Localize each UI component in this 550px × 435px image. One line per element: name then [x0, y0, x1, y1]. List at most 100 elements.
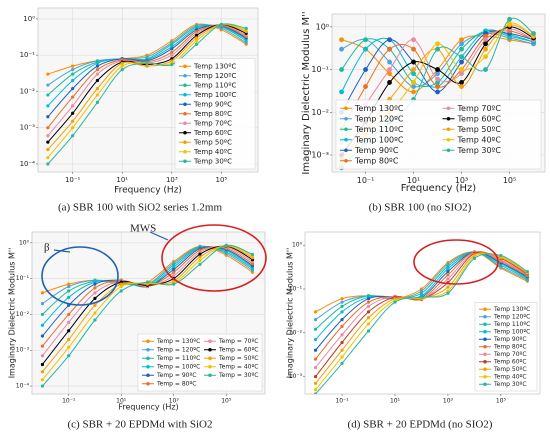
x-tick-label: 10¹ — [116, 398, 127, 405]
marker — [95, 61, 100, 65]
marker — [411, 37, 416, 43]
y-tick-label: 10⁰ — [292, 242, 303, 249]
legend-label: Temp 30ºC — [457, 146, 502, 155]
marker — [46, 134, 50, 138]
legend-label: Temp 120ºC — [493, 313, 530, 320]
legend-label: Temp 120ºC — [354, 114, 404, 123]
marker — [93, 303, 97, 307]
marker — [472, 256, 477, 260]
legend-label: Temp 70ºC — [457, 104, 502, 113]
legend-label: Temp = 130ºC — [156, 338, 200, 345]
marker — [313, 337, 318, 342]
marker — [446, 277, 450, 281]
marker — [313, 366, 318, 370]
marker — [40, 323, 45, 327]
marker — [366, 322, 371, 326]
y-tick-label: 10⁰ — [23, 15, 35, 23]
legend-marker — [483, 374, 487, 379]
legend-label: Temp 60ºC — [193, 129, 232, 137]
legend-marker — [344, 148, 348, 153]
marker — [363, 84, 368, 89]
legend-marker — [208, 364, 212, 369]
marker — [46, 155, 50, 160]
marker — [459, 84, 464, 89]
legend-marker — [483, 329, 487, 334]
marker — [46, 83, 50, 87]
marker — [198, 258, 202, 263]
marker — [507, 16, 512, 22]
y-axis-label: Imaginary Dielectric Modulus M'' — [286, 248, 295, 379]
marker — [172, 267, 176, 272]
legend-marker — [483, 359, 487, 364]
legend-label: Temp 80ºC — [493, 343, 527, 350]
marker — [194, 39, 199, 43]
marker — [198, 252, 202, 256]
marker — [219, 22, 223, 27]
legend-label: Temp 110ºC — [354, 125, 404, 134]
marker — [71, 68, 75, 72]
marker — [313, 357, 318, 361]
marker — [67, 337, 71, 342]
y-tick-label: 10⁻¹ — [289, 285, 303, 292]
marker — [411, 89, 416, 95]
x-axis-label: Frequency (Hz) — [118, 403, 178, 412]
legend-label: Temp 130ºC — [193, 62, 237, 70]
legend-marker — [183, 92, 187, 97]
annotation-arrow — [53, 249, 71, 253]
legend-label: Temp = 50ºC — [218, 355, 258, 362]
marker — [483, 46, 488, 52]
y-tick-label: 10⁰ — [316, 22, 329, 31]
marker — [411, 84, 416, 89]
legend-label: Temp 60ºC — [493, 358, 527, 365]
marker — [411, 80, 416, 85]
marker — [120, 68, 124, 72]
legend-label: Temp 70ºC — [493, 351, 527, 358]
marker — [40, 384, 45, 388]
legend-label: Temp = 120ºC — [156, 346, 200, 353]
legend-marker — [446, 148, 451, 153]
marker — [459, 80, 464, 85]
marker — [46, 162, 50, 166]
marker — [93, 318, 97, 322]
marker — [95, 72, 100, 76]
marker — [313, 374, 318, 379]
marker — [313, 392, 318, 394]
x-tick-label: 10¹ — [116, 176, 128, 184]
legend-label: Temp 50ºC — [193, 138, 232, 146]
marker — [411, 67, 416, 72]
legend-label: Temp 130ºC — [354, 104, 404, 113]
marker — [71, 104, 75, 108]
marker — [525, 269, 529, 274]
marker — [339, 37, 344, 43]
marker — [411, 46, 416, 52]
marker — [339, 46, 344, 52]
marker — [170, 59, 174, 63]
marker — [531, 31, 536, 36]
marker — [446, 289, 450, 293]
marker — [93, 286, 97, 290]
legend-marker — [183, 83, 187, 88]
marker — [145, 280, 150, 284]
marker — [340, 340, 344, 345]
marker — [67, 329, 71, 333]
marker — [224, 243, 228, 247]
marker — [95, 100, 100, 104]
legend-marker — [146, 347, 150, 352]
x-tick-label: 10⁻¹ — [335, 398, 349, 405]
marker — [313, 388, 318, 392]
legend-marker — [183, 111, 187, 116]
marker — [170, 47, 174, 51]
legend-marker — [146, 356, 150, 361]
marker — [387, 80, 392, 85]
marker — [483, 67, 488, 72]
legend-marker — [344, 137, 348, 142]
x-tick-label: 10¹ — [407, 176, 420, 185]
y-tick-label: 10⁻³ — [311, 151, 329, 160]
marker — [40, 334, 45, 338]
legend-label: Temp 30ºC — [193, 157, 232, 165]
marker — [40, 378, 45, 382]
marker — [459, 41, 464, 47]
marker — [419, 291, 424, 295]
marker — [419, 295, 424, 299]
